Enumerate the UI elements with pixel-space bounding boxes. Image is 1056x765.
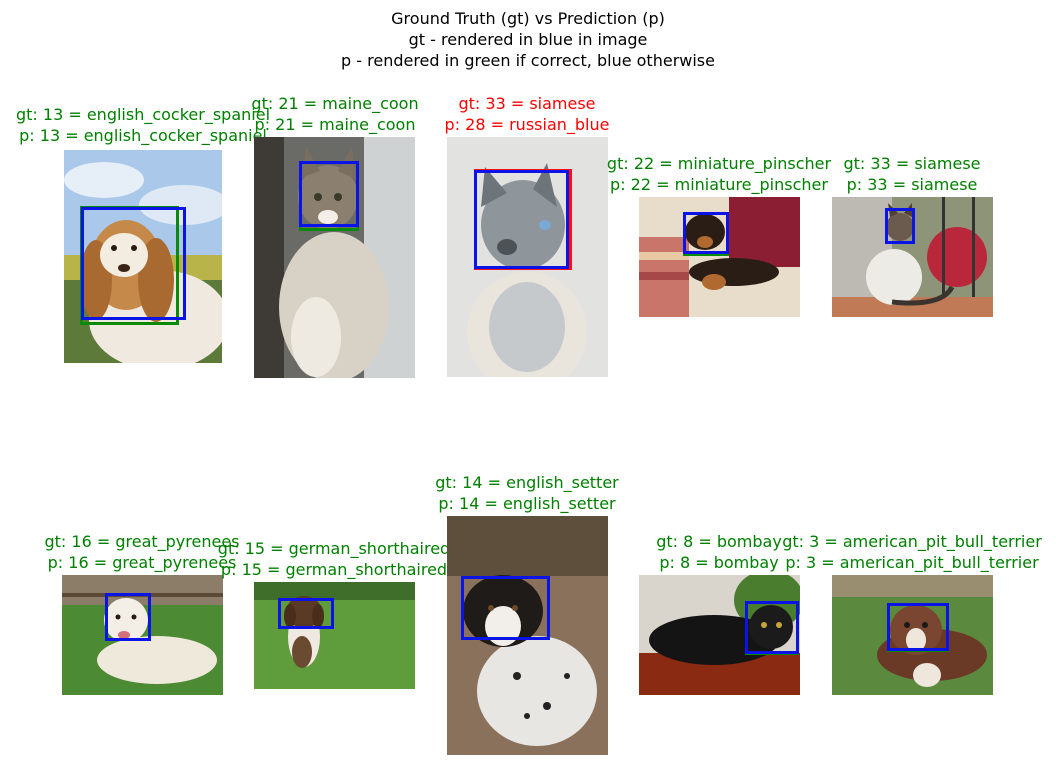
panel-3-gt-box xyxy=(474,170,569,269)
panel-8-gt-caption: gt: 14 = english_setter xyxy=(435,473,619,492)
panel-5-gt-box xyxy=(885,208,915,244)
panel-4-gt-caption: gt: 22 = miniature_pinscher xyxy=(606,154,832,173)
panel-3-gt-caption: gt: 33 = siamese xyxy=(458,94,596,113)
panel-7-gt-caption: gt: 15 = german_shorthaired xyxy=(217,539,451,558)
panel-1-p-caption: p: 13 = english_cocker_spaniel xyxy=(19,126,267,145)
panel-3-p-caption: p: 28 = russian_blue xyxy=(444,115,610,134)
panel-4-gt-box xyxy=(683,212,729,254)
panel-8-photo xyxy=(447,516,608,755)
panel-8-p-caption: p: 14 = english_setter xyxy=(438,494,616,513)
panel-4-photo xyxy=(639,197,800,317)
panel-7-gt-box xyxy=(278,598,334,629)
panel-10-photo xyxy=(832,575,993,695)
panel-6-p-caption: p: 16 = great_pyrenees xyxy=(47,553,237,572)
panel-6-gt-box xyxy=(105,593,151,641)
panel-1-photo xyxy=(64,150,222,363)
panel-9-gt-box xyxy=(745,601,799,654)
panel-6-gt-caption: gt: 16 = great_pyrenees xyxy=(44,532,240,551)
panel-5-gt-caption: gt: 33 = siamese xyxy=(843,154,981,173)
panel-1-gt-caption: gt: 13 = english_cocker_spaniel xyxy=(15,105,271,124)
panel-5-p-caption: p: 33 = siamese xyxy=(846,175,978,194)
figure-title-line1: Ground Truth (gt) vs Prediction (p) xyxy=(391,9,665,28)
panel-4-p-caption: p: 22 = miniature_pinscher xyxy=(610,175,828,194)
panel-10-gt-box xyxy=(887,603,949,651)
panel-10-p-caption: p: 3 = american_pit_bull_terrier xyxy=(785,553,1039,572)
panel-8-gt-box xyxy=(461,576,550,640)
panel-10-gt-caption: gt: 3 = american_pit_bull_terrier xyxy=(782,532,1042,551)
figure-title-line2: gt - rendered in blue in image xyxy=(408,30,648,49)
panel-1-gt-box xyxy=(81,207,186,320)
panel-2-gt-box xyxy=(299,161,359,227)
panel-9-gt-caption: gt: 8 = bombay xyxy=(656,532,782,551)
panel-7-photo xyxy=(254,582,415,689)
figure-title-line3: p - rendered in green if correct, blue o… xyxy=(341,51,715,70)
panel-3-photo xyxy=(447,137,608,377)
panel-2-gt-caption: gt: 21 = maine_coon xyxy=(251,94,419,113)
panel-9-p-caption: p: 8 = bombay xyxy=(659,553,779,572)
panel-2-photo xyxy=(254,137,415,378)
panel-7-p-caption: p: 15 = german_shorthaired xyxy=(220,560,448,579)
panel-2-p-caption: p: 21 = maine_coon xyxy=(254,115,416,134)
